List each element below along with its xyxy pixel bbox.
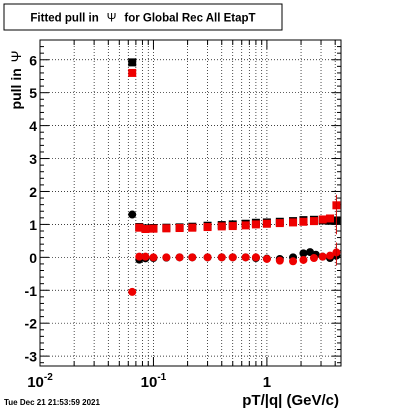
data-point-square [188,223,197,232]
y-tick-label: 2 [29,184,37,200]
data-point-square [299,217,308,226]
data-point-square [149,224,158,233]
y-tick-label: 6 [29,52,37,68]
data-point-circle [175,253,184,262]
axes-ticks [39,40,341,366]
data-point-circle [326,251,335,260]
data-point-circle [162,253,171,262]
data-point-circle [309,253,318,262]
data-point-square [289,218,298,227]
y-axis-label: pull in Ψ [8,51,24,110]
data-point-circle [217,253,226,262]
data-point-circle [299,255,308,264]
tick-labels: -3 -2 -1 0 1 2 3 4 5 6 10-2 10-1 1 [25,52,272,391]
data-point-circle [203,253,212,262]
data-point-square [203,223,212,232]
data-point-square [241,221,250,230]
data-point-circle [289,257,298,266]
y-tick-label: 0 [29,250,37,266]
x-tick-label: 1 [263,374,271,391]
y-tick-label: -2 [25,316,38,332]
plot-frame [39,39,342,367]
x-axis-label: pT/|q| (GeV/c) [242,392,339,409]
data-point-square [275,219,284,228]
y-axis-label-symbol: Ψ [8,51,24,63]
data-point-circle [149,253,158,262]
y-tick-label: -3 [25,349,38,365]
data-point-square [326,214,335,223]
data-point-square [262,219,271,228]
y-tick-label: 4 [29,118,37,134]
data-point-circle [241,253,250,262]
y-tick-label: 1 [29,217,37,233]
timestamp: Tue Dec 21 21:53:59 2021 [4,398,100,407]
data-point-circle [318,252,327,261]
grid [40,40,341,366]
data-point-circle [228,253,237,262]
data-point-square [128,58,137,67]
data-point-circle [188,253,197,262]
data-point-circle [128,210,137,219]
data-point-square [135,223,144,232]
x-tick-label: 10-2 [27,372,53,391]
data-point-circle [135,252,144,261]
x-tick-label: 10-1 [141,372,167,391]
title-part-2: for Global Rec All EtapT [124,13,255,25]
data-point-square [141,225,150,234]
title-symbol: Ψ [107,13,117,25]
data-point-square [162,224,171,233]
data-points [128,58,341,296]
data-point-circle [251,253,260,262]
data-point-square [318,215,327,224]
y-tick-label: -1 [25,283,38,299]
data-point-square [228,222,237,231]
data-point-square [309,217,318,226]
data-point-square [128,68,137,77]
title-part-1: Fitted pull in [30,13,98,25]
data-point-square [217,222,226,231]
data-point-circle [128,287,137,296]
data-point-circle [299,249,308,258]
data-point-circle [275,256,284,265]
y-tick-label: 3 [29,151,37,167]
y-axis-label-text: pull in [8,68,24,109]
y-tick-label: 5 [29,85,37,101]
data-point-square [175,224,184,233]
data-point-circle [141,252,150,261]
data-point-circle [262,254,271,263]
data-point-square [251,220,260,229]
